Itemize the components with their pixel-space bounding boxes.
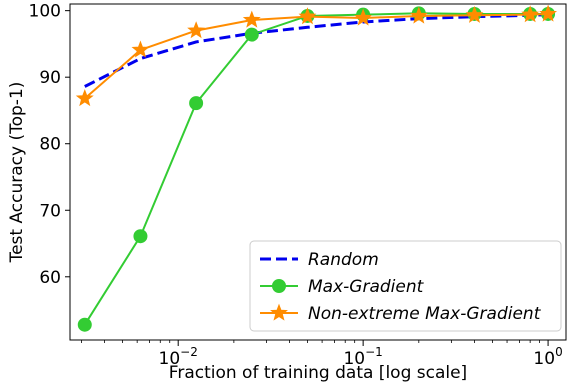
data-point bbox=[409, 6, 428, 24]
plot-series bbox=[75, 4, 558, 332]
x-tick-label: 100 bbox=[533, 345, 562, 369]
data-point bbox=[77, 317, 92, 332]
data-point bbox=[244, 27, 259, 42]
y-tick-label: 90 bbox=[39, 68, 61, 88]
data-point bbox=[131, 40, 150, 58]
y-axis-title: Test Accuracy (Top-1) bbox=[7, 82, 27, 264]
data-point bbox=[539, 4, 558, 22]
data-point bbox=[75, 89, 94, 107]
x-tick-label: 10−2 bbox=[159, 345, 198, 369]
series-non-extreme-max-gradient bbox=[75, 4, 558, 107]
y-tick-label: 80 bbox=[39, 135, 61, 155]
legend-label: Max-Gradient bbox=[308, 277, 425, 297]
data-point bbox=[298, 7, 317, 25]
legend-marker bbox=[272, 279, 286, 293]
data-point bbox=[133, 229, 148, 244]
legend-box bbox=[249, 240, 562, 332]
data-point bbox=[465, 5, 484, 23]
legend-label: Non-extreme Max-Gradient bbox=[308, 304, 542, 324]
data-point bbox=[242, 10, 261, 28]
y-tick-label: 60 bbox=[39, 268, 61, 288]
data-point bbox=[521, 5, 540, 23]
x-axis-title: Fraction of training data [log scale] bbox=[169, 363, 467, 383]
y-tick-label: 70 bbox=[39, 201, 61, 221]
series-line bbox=[84, 13, 549, 88]
x-tick-label: 10−1 bbox=[343, 345, 382, 369]
legend-marker bbox=[270, 303, 288, 321]
legend-label: Random bbox=[308, 250, 379, 270]
series-line bbox=[84, 12, 549, 100]
y-tick-label: 100 bbox=[29, 2, 61, 22]
data-point bbox=[189, 96, 204, 111]
plot-frame bbox=[69, 3, 567, 341]
series-random bbox=[84, 13, 549, 88]
data-point bbox=[354, 8, 373, 26]
axes: 60 70 80 90 100 10−2 10−1 100 Fraction of traini… bbox=[7, 2, 567, 383]
data-point bbox=[187, 21, 206, 39]
legend: Random Max-Gradient Non-extreme Max-Gradie… bbox=[249, 240, 562, 332]
